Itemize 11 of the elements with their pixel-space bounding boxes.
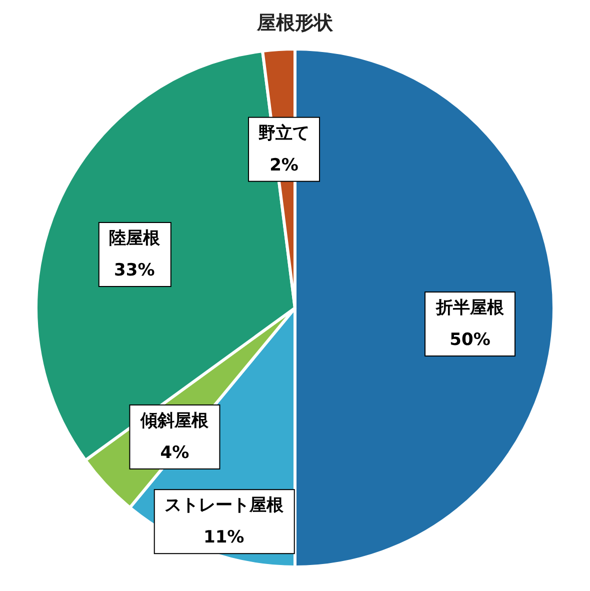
slice-label: 陸屋根: [108, 228, 161, 248]
data-label: 11%: [204, 528, 244, 548]
slice-label: 傾斜屋根: [140, 410, 210, 431]
data-label: 33%: [114, 260, 155, 280]
slice-label: ストレート屋根: [164, 496, 284, 516]
data-label: 50%: [450, 330, 490, 350]
slice-label: 折半屋根: [435, 298, 505, 318]
slice-label: 野立て: [258, 123, 310, 144]
data-label: 4%: [160, 442, 190, 463]
data-label: 2%: [270, 155, 298, 176]
chart-title: 屋根形状: [256, 12, 334, 34]
